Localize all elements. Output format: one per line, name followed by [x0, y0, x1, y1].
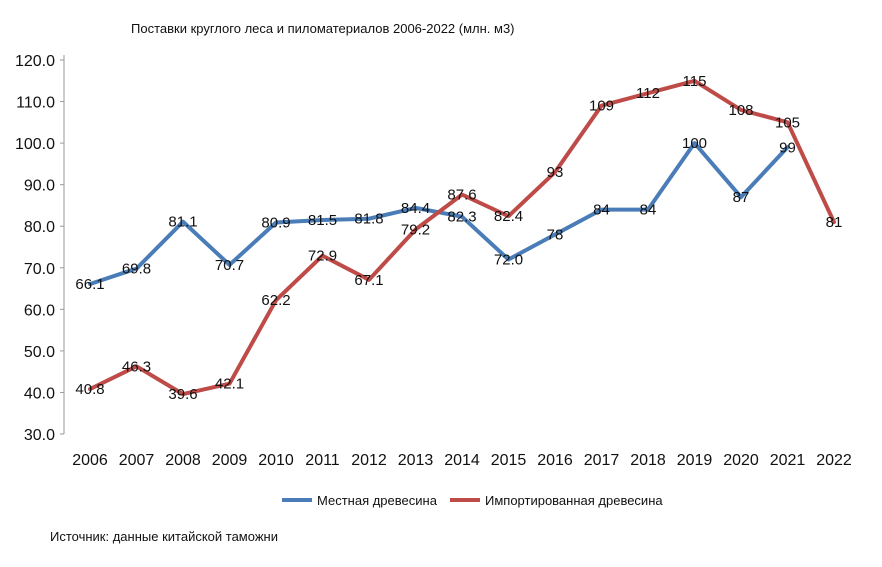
- y-tick-label: 100.0: [15, 136, 55, 153]
- data-label-series-2: 42.1: [215, 376, 244, 393]
- y-tick-label: 80.0: [24, 219, 55, 236]
- x-tick-label: 2016: [537, 452, 573, 469]
- x-tick-label: 2008: [165, 452, 201, 469]
- y-tick-label: 90.0: [24, 178, 55, 195]
- data-label-series-2: 62.2: [261, 292, 290, 309]
- legend-label-2: Импортированная древесина: [485, 493, 663, 508]
- chart-title: Поставки круглого леса и пиломатериалов …: [131, 21, 515, 36]
- legend-label-1: Местная древесина: [317, 493, 438, 508]
- x-tick-label: 2011: [305, 452, 340, 469]
- data-label-series-2: 105: [775, 114, 800, 131]
- x-tick-label: 2018: [630, 452, 666, 469]
- x-tick-label: 2019: [677, 452, 713, 469]
- data-label-series-1: 81.8: [354, 211, 383, 228]
- data-label-series-1: 82.3: [447, 209, 476, 226]
- source-note: Источник: данные китайской таможни: [50, 529, 278, 544]
- data-labels: 66.1 69.8 81.1 70.7 80.9 81.5 81.8 84.4 82.3 72.0…: [75, 73, 842, 403]
- x-tick-label: 2006: [72, 452, 108, 469]
- y-tick-label: 30.0: [24, 427, 55, 444]
- x-tick-label: 2009: [212, 452, 248, 469]
- x-tick-label: 2020: [723, 452, 759, 469]
- data-label-series-2: 79.2: [401, 222, 430, 239]
- data-label-series-2: 67.1: [354, 272, 383, 289]
- data-label-series-1: 99: [779, 139, 796, 156]
- y-tick-label: 110.0: [16, 95, 55, 112]
- x-tick-label: 2015: [491, 452, 527, 469]
- data-label-series-1: 84.4: [401, 200, 430, 217]
- data-label-series-2: 112: [636, 85, 660, 102]
- x-tick-label: 2012: [351, 452, 387, 469]
- x-tick-label: 2022: [816, 452, 852, 469]
- data-label-series-2: 87.6: [447, 187, 476, 204]
- data-label-series-1: 72.0: [494, 251, 523, 268]
- data-label-series-2: 82.4: [494, 208, 523, 225]
- series-line-2: [88, 78, 836, 397]
- y-axis: 30.0 40.0 50.0 60.0 70.0 80.0 90.0 100.0 110.0 12…: [15, 53, 65, 444]
- legend: Местная древесина Импортированная древеси…: [282, 493, 663, 508]
- data-label-series-2: 46.3: [122, 358, 151, 375]
- y-tick-label: 60.0: [24, 302, 55, 319]
- data-label-series-1: 66.1: [75, 276, 104, 293]
- data-label-series-1: 84: [640, 202, 657, 219]
- data-label-series-1: 69.8: [122, 261, 151, 278]
- x-tick-label: 2021: [770, 452, 806, 469]
- y-tick-label: 70.0: [24, 261, 55, 278]
- y-tick-label: 50.0: [24, 344, 55, 361]
- data-label-series-1: 87: [733, 189, 750, 206]
- series-layer: [88, 78, 836, 397]
- data-label-series-2: 108: [728, 102, 753, 119]
- data-label-series-1: 84: [593, 202, 610, 219]
- data-label-series-1: 78: [547, 227, 564, 244]
- data-label-series-2: 39.6: [168, 386, 197, 403]
- x-tick-label: 2013: [398, 452, 434, 469]
- x-tick-label: 2017: [584, 452, 620, 469]
- data-label-series-1: 81.1: [168, 214, 197, 231]
- data-label-series-2: 81: [826, 214, 843, 231]
- data-label-series-1: 80.9: [261, 214, 290, 231]
- data-label-series-2: 109: [589, 98, 614, 115]
- data-label-series-2: 40.8: [75, 381, 104, 398]
- data-label-series-1: 70.7: [215, 257, 244, 274]
- x-tick-label: 2014: [444, 452, 480, 469]
- y-tick-label: 120.0: [15, 53, 55, 70]
- data-label-series-1: 100: [682, 135, 707, 152]
- x-tick-label: 2010: [258, 452, 294, 469]
- x-axis: 2006 2007 2008 2009 2010 2011 2012 2013 2014 2015…: [72, 452, 852, 469]
- x-tick-label: 2007: [119, 452, 155, 469]
- data-label-series-1: 81.5: [308, 212, 337, 229]
- data-label-series-2: 115: [683, 73, 707, 90]
- data-label-series-2: 93: [547, 164, 564, 181]
- y-tick-label: 40.0: [24, 385, 55, 402]
- data-label-series-2: 72.9: [308, 248, 337, 265]
